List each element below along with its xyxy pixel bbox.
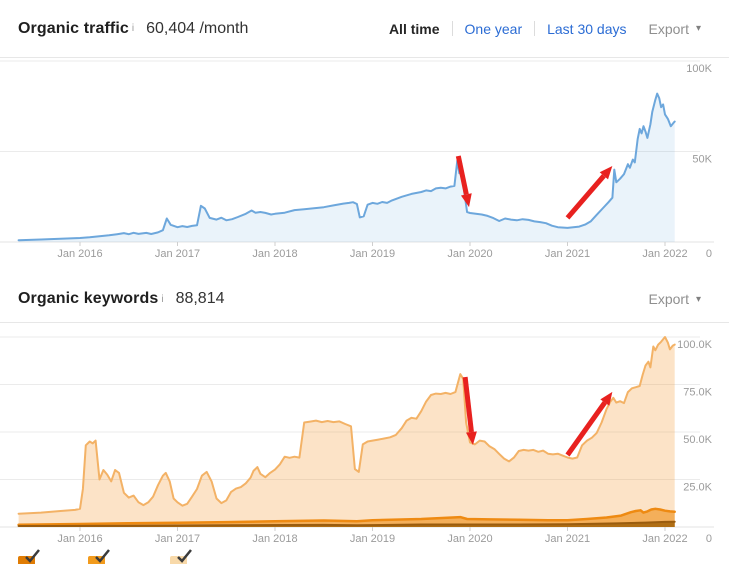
keyword-position-legend: [0, 549, 729, 564]
y-tick-label: 100K: [686, 63, 712, 75]
checkmark-icon: [95, 549, 110, 563]
y-tick-label: 50K: [692, 154, 712, 166]
x-tick-label: Jan 2021: [545, 533, 590, 545]
legend-swatch-2-color: [88, 556, 105, 564]
organic-traffic-title: Organic traffic: [18, 19, 129, 37]
tab-separator: [534, 21, 536, 36]
organic-keywords-chart[interactable]: Jan 2016 Jan 2017 Jan 2018 Jan 2019 Jan 2020…: [0, 322, 729, 564]
header-divider: [0, 322, 729, 323]
keywords-mid-area: [18, 508, 675, 527]
y-tick-label: 25.0K: [683, 482, 712, 494]
x-tick-label: Jan 2017: [155, 533, 200, 545]
x-tick-label: Jan 2019: [350, 248, 395, 260]
tab-one-year[interactable]: One year: [464, 20, 523, 37]
legend-swatch-1[interactable]: [18, 549, 48, 564]
organic-traffic-area: [18, 93, 675, 242]
trend-arrow: [462, 376, 474, 433]
organic-keywords-title: Organic keywords: [18, 290, 159, 307]
header-divider: [0, 57, 729, 58]
export-label: Export: [648, 291, 689, 307]
trend-arrow: [565, 174, 606, 220]
trend-arrow-head: [465, 431, 477, 445]
checkmark-icon: [177, 549, 192, 563]
x-tick-label: Jan 2019: [350, 533, 395, 545]
x-tick-label: Jan 2022: [642, 533, 687, 545]
caret-down-icon: ▾: [695, 23, 701, 34]
legend-swatch-2[interactable]: [88, 549, 118, 564]
traffic-value-unit: /month: [199, 19, 249, 37]
x-tick-label: Jan 2018: [252, 533, 297, 545]
x-tick-label: Jan 2020: [447, 248, 492, 260]
tab-separator: [451, 21, 453, 36]
y-tick-label: 100.0K: [677, 339, 713, 351]
x-tick-label: Jan 2018: [252, 248, 297, 260]
x-tick-label: Jan 2021: [545, 248, 590, 260]
x-tick-label: Jan 2022: [642, 248, 687, 260]
x-tick-label: Jan 2017: [155, 248, 200, 260]
organic-traffic-chart[interactable]: Jan 2016 Jan 2017 Jan 2018 Jan 2019 Jan 2020…: [0, 57, 729, 266]
export-button[interactable]: Export ▾: [649, 291, 702, 307]
time-range-tabs: All time One year Last 30 days: [389, 21, 627, 37]
keywords-mid-line: [17, 507, 676, 526]
trend-arrow-head: [600, 391, 613, 406]
info-icon[interactable]: i: [131, 23, 135, 34]
caret-down-icon: ▾: [695, 293, 701, 305]
trend-arrow: [455, 155, 469, 195]
organic-traffic-value: 60,404 /month: [146, 20, 248, 38]
traffic-value-number: 60,404: [146, 19, 196, 37]
organic-traffic-line: [17, 92, 676, 242]
trend-arrow-head: [599, 165, 613, 180]
trend-arrow-head: [460, 193, 472, 208]
y-tick-label: 50.0K: [683, 434, 712, 446]
x-tick-label: Jan 2016: [57, 533, 102, 545]
legend-swatch-1-color: [18, 556, 35, 564]
tab-all-time[interactable]: All time: [388, 20, 440, 37]
legend-swatch-3-color: [170, 556, 187, 564]
organic-traffic-header: Organic traffic i 60,404 /month All time…: [0, 0, 729, 57]
organic-keywords-header: Organic keywords i 88,814 Export ▾: [0, 276, 729, 322]
y-tick-label: 0: [706, 533, 712, 545]
y-tick-label: 75.0K: [683, 387, 712, 399]
legend-swatch-3[interactable]: [170, 549, 200, 564]
trend-arrow: [565, 401, 607, 457]
x-tick-label: Jan 2020: [447, 533, 492, 545]
info-icon[interactable]: i: [161, 293, 164, 305]
checkmark-icon: [25, 549, 40, 563]
keywords-all-area: [18, 337, 675, 527]
export-label: Export: [648, 20, 689, 37]
keywords-dark-line: [17, 520, 676, 527]
x-tick-label: Jan 2016: [57, 248, 102, 260]
organic-keywords-value: 88,814: [175, 290, 225, 307]
tab-last-30-days[interactable]: Last 30 days: [547, 20, 627, 37]
export-button[interactable]: Export ▾: [649, 21, 702, 37]
keywords-all-line: [17, 336, 676, 515]
y-tick-label: 0: [706, 248, 712, 260]
